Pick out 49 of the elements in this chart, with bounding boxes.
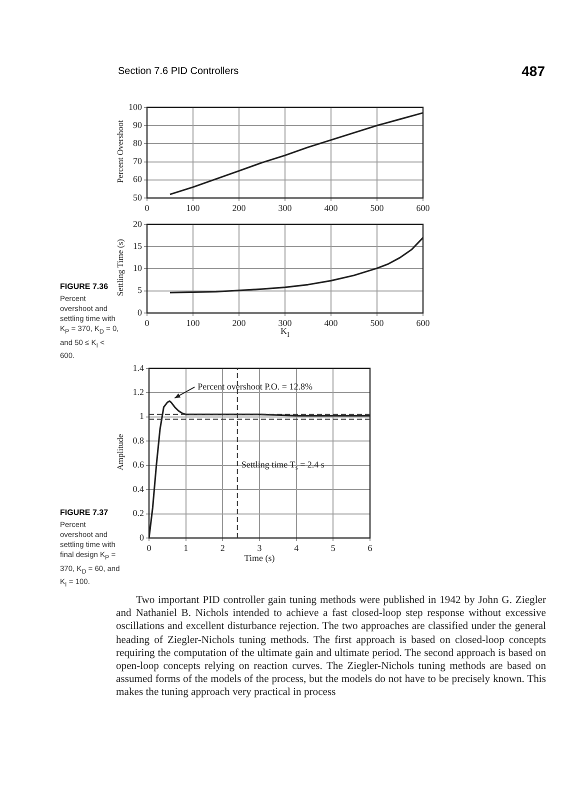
y-axis-title: Settling Time (s) — [115, 239, 125, 297]
x-tick-label: 0 — [146, 542, 152, 553]
y-tick-label: 15 — [133, 240, 142, 251]
y-axis-title: Percent Overshoot — [115, 120, 125, 184]
x-tick-label: 100 — [186, 318, 200, 328]
x-tick-label: 500 — [370, 318, 384, 328]
text: Section 7.6 PID Controllers — [118, 66, 239, 77]
y-tick-label: 100 — [128, 102, 142, 112]
x-tick-label: 100 — [186, 202, 200, 213]
y-tick-label: 50 — [133, 192, 142, 202]
y-tick-label: 0 — [138, 307, 142, 318]
y-tick-label: 0 — [140, 532, 144, 542]
y-tick-label: 10 — [133, 263, 142, 274]
x-tick-label: 600 — [416, 202, 430, 213]
y-tick-label: 1.4 — [132, 362, 144, 373]
x-axis-title: Time (s) — [243, 553, 276, 563]
y-tick-label: 1 — [140, 411, 144, 422]
y-tick-label: 0.4 — [132, 484, 144, 494]
text: 487 — [520, 63, 545, 79]
x-tick-label: 300 — [278, 202, 292, 213]
annotation: Percent overshoot P.O. = 12.8% — [198, 381, 313, 392]
x-tick-label: 3 — [257, 542, 262, 553]
x-tick-label: 5 — [330, 542, 336, 553]
y-tick-label: 70 — [133, 156, 142, 166]
y-tick-label: 5 — [138, 285, 142, 296]
text: Two important PID controller gain tuning methods were published in 1942 by John G. Ziegler and Nathaniel B. Nichols intended to achieve a fast closed-loop step response without excessive oscillations and excellent disturbance rejection. The two approaches are classified under the general heading of Ziegler-Nichols tuning methods. The first approach is based on closed-loop concepts requiring the computation of the ultimate gain and ultimate period. The second approach is based on open-loop concepts relying on reaction curves. The Ziegler-Nichols tuning methods are based on assumed forms of the models of the process, but the models do not have to be precisely known. This makes the tuning approach very practical in process — [116, 594, 546, 700]
x-tick-label: 300 — [278, 318, 292, 328]
y-tick-label: 0.8 — [132, 435, 144, 446]
x-tick-label: 600 — [416, 318, 430, 328]
x-tick-label: 2 — [220, 542, 225, 553]
x-tick-label: 4 — [294, 542, 300, 553]
x-tick-label: 200 — [232, 202, 246, 213]
x-tick-label: 1 — [184, 542, 188, 553]
y-tick-label: 20 — [133, 218, 142, 229]
x-tick-label: 500 — [370, 202, 384, 213]
caption: FIGURE 7.36 — [60, 282, 108, 291]
y-tick-label: 0.2 — [132, 508, 144, 518]
x-tick-label: 400 — [324, 202, 338, 213]
x-tick-label: 200 — [232, 318, 246, 328]
x-axis-title: K$_{I}$ — [280, 326, 290, 339]
y-axis-title: Amplitude — [115, 434, 125, 471]
x-tick-label: 400 — [324, 318, 338, 328]
y-tick-label: 80 — [133, 138, 142, 148]
y-tick-label: 0.6 — [132, 460, 144, 470]
x-tick-label: 6 — [368, 542, 373, 553]
y-tick-label: 1.2 — [132, 386, 144, 397]
y-tick-label: 60 — [133, 174, 142, 184]
y-tick-label: 90 — [133, 120, 142, 130]
caption: FIGURE 7.37 — [60, 508, 108, 517]
